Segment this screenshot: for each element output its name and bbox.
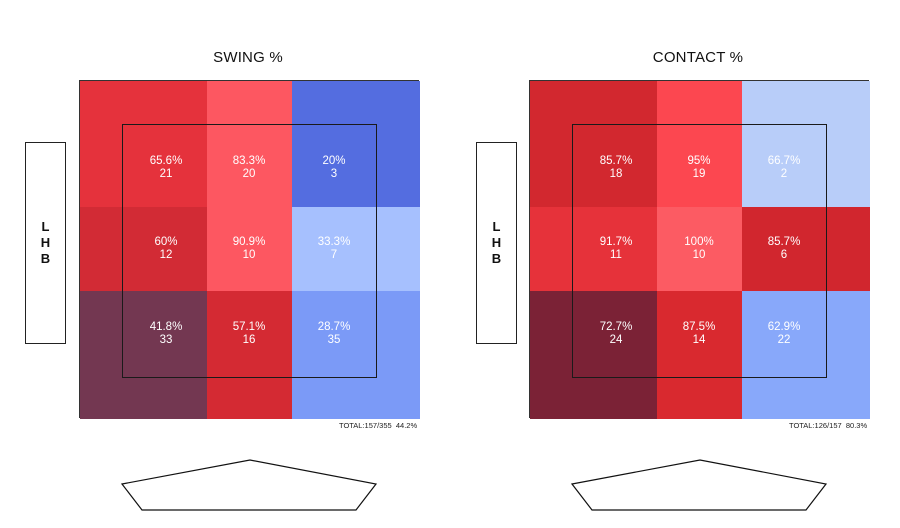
- heatmap-cell: [292, 207, 420, 291]
- zone-data-label: 28.7% 35: [292, 321, 376, 347]
- heatmap-cell: [292, 291, 420, 419]
- zone-count: 24: [609, 334, 623, 346]
- heatmap-cell: [742, 291, 870, 419]
- zone-data-label: 41.8% 33: [124, 321, 208, 347]
- zone-count: 2: [780, 168, 788, 180]
- batter-letter: H: [491, 235, 502, 250]
- zone-data-label: 60% 12: [124, 236, 208, 262]
- zone-data-label: 90.9% 10: [207, 236, 291, 262]
- zone-data-label: 72.7% 24: [574, 321, 658, 347]
- zone-count: 14: [692, 334, 706, 346]
- heatmap-cell: [742, 207, 870, 291]
- zone-count: 35: [327, 334, 341, 346]
- zone-count: 20: [242, 168, 256, 180]
- heatmap-cell: [657, 291, 742, 419]
- zone-count: 21: [159, 168, 173, 180]
- batter-letter: L: [41, 219, 50, 234]
- zone-data-label: 62.9% 22: [742, 321, 826, 347]
- total-percent: 44.2%: [395, 421, 418, 430]
- zone-percent: 41.8%: [149, 321, 183, 333]
- zone-data-label: 20% 3: [292, 155, 376, 181]
- heatmap-cell: [530, 81, 657, 207]
- zone-data-label: 91.7% 11: [574, 236, 658, 262]
- zone-percent: 83.3%: [232, 155, 266, 167]
- heatmap-cell: [530, 207, 657, 291]
- heatmap-cell: [207, 81, 292, 207]
- zone-count: 10: [242, 249, 256, 261]
- zone-percent: 62.9%: [767, 321, 801, 333]
- total-label: TOTAL:157/355: [339, 421, 392, 430]
- home-plate-icon: [570, 459, 828, 511]
- chart-title: CONTACT %: [652, 49, 744, 66]
- zone-count: 12: [159, 249, 173, 261]
- heatmap-cell: [207, 207, 292, 291]
- zone-count: 18: [609, 168, 623, 180]
- zone-data-label: 33.3% 7: [292, 236, 376, 262]
- zone-data-label: 85.7% 18: [574, 155, 658, 181]
- zone-percent: 33.3%: [317, 236, 351, 248]
- swing-panel: SWING % L H B 65.6% 21 83.3% 20 20% 3 60% 12 90.…: [25, 49, 420, 511]
- total-label: TOTAL:126/157: [789, 421, 842, 430]
- zone-count: 10: [692, 249, 706, 261]
- zone-percent: 65.6%: [149, 155, 183, 167]
- zone-data-label: 65.6% 21: [124, 155, 208, 181]
- zone-data-label: 66.7% 2: [742, 155, 826, 181]
- zone-percent: 60%: [154, 236, 178, 248]
- total-readout: TOTAL:157/355 44.2%: [339, 421, 417, 430]
- heatmap-cell: [80, 81, 207, 207]
- heatmap-cell: [292, 81, 420, 207]
- batter-box: L H B: [476, 142, 517, 344]
- zone-data-label: 95% 19: [657, 155, 741, 181]
- zone-count: 33: [159, 334, 173, 346]
- zone-count: 7: [330, 249, 338, 261]
- zone-percent: 91.7%: [599, 236, 633, 248]
- total-readout: TOTAL:126/157 80.3%: [789, 421, 867, 430]
- zone-percent: 85.7%: [767, 236, 801, 248]
- zone-percent: 28.7%: [317, 321, 351, 333]
- zone-percent: 90.9%: [232, 236, 266, 248]
- zone-percent: 20%: [322, 155, 346, 167]
- zone-heatmap: 85.7% 18 95% 19 66.7% 2 91.7% 11 100% 10 85.7% 6 72.…: [529, 80, 870, 419]
- zone-count: 22: [777, 334, 791, 346]
- zone-data-label: 85.7% 6: [742, 236, 826, 262]
- zone-count: 19: [692, 168, 706, 180]
- heatmap-cell: [207, 291, 292, 419]
- batter-letter: B: [40, 251, 51, 266]
- batter-side-label: L H B: [477, 219, 516, 267]
- heatmap-cell: [657, 207, 742, 291]
- zone-count: 3: [330, 168, 338, 180]
- zone-heatmap: 65.6% 21 83.3% 20 20% 3 60% 12 90.9% 10 33.3% 7 41.8…: [79, 80, 420, 419]
- heatmap-cell: [80, 291, 207, 419]
- home-plate-icon: [120, 459, 378, 511]
- zone-data-label: 83.3% 20: [207, 155, 291, 181]
- zone-percent: 85.7%: [599, 155, 633, 167]
- batter-side-label: L H B: [26, 219, 65, 267]
- batter-box: L H B: [25, 142, 66, 344]
- total-percent: 80.3%: [845, 421, 868, 430]
- contact-panel: CONTACT % L H B 85.7% 18 95% 19 66.7% 2 91.7% 1…: [450, 0, 900, 528]
- zone-percent: 57.1%: [232, 321, 266, 333]
- zone-data-label: 100% 10: [657, 236, 741, 262]
- zone-data-label: 87.5% 14: [657, 321, 741, 347]
- zone-count: 16: [242, 334, 256, 346]
- zone-percent: 100%: [684, 236, 714, 248]
- batter-letter: B: [491, 251, 502, 266]
- heatmap-cell: [742, 81, 870, 207]
- zone-percent: 66.7%: [767, 155, 801, 167]
- zone-count: 11: [610, 249, 622, 261]
- heatmap-cell: [530, 291, 657, 419]
- zone-percent: 95%: [687, 155, 711, 167]
- zone-percent: 87.5%: [682, 321, 716, 333]
- heatmap-cell: [80, 207, 207, 291]
- batter-letter: H: [40, 235, 51, 250]
- heatmap-cell: [657, 81, 742, 207]
- zone-data-label: 57.1% 16: [207, 321, 291, 347]
- chart-title: SWING %: [213, 49, 283, 66]
- zone-count: 6: [780, 249, 788, 261]
- batter-letter: L: [492, 219, 501, 234]
- zone-percent: 72.7%: [599, 321, 633, 333]
